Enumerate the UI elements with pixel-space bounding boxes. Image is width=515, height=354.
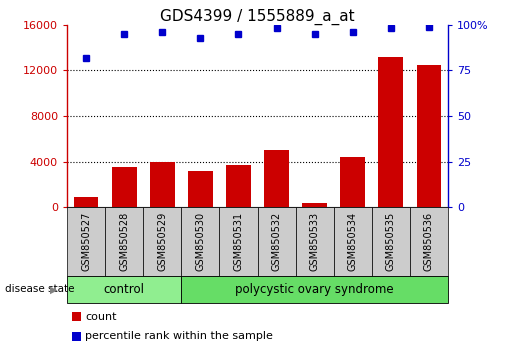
Text: GSM850531: GSM850531 (233, 212, 244, 271)
Bar (379, 57, 403, 207)
Text: percentile rank within the sample: percentile rank within the sample (85, 331, 273, 341)
Bar (112, 167, 136, 207)
Text: count: count (85, 312, 116, 322)
Text: GSM850527: GSM850527 (81, 212, 91, 271)
Text: GSM850529: GSM850529 (157, 212, 167, 271)
Bar (417, 65, 441, 207)
Bar (264, 150, 289, 207)
Text: GSM850528: GSM850528 (119, 212, 129, 271)
Bar (150, 161, 175, 207)
Text: ▶: ▶ (50, 284, 58, 295)
Text: control: control (104, 283, 145, 296)
Text: GSM850533: GSM850533 (310, 212, 320, 271)
Title: GDS4399 / 1555889_a_at: GDS4399 / 1555889_a_at (160, 8, 355, 25)
Bar (340, 157, 365, 207)
Text: polycystic ovary syndrome: polycystic ovary syndrome (235, 283, 394, 296)
Text: GSM850535: GSM850535 (386, 212, 396, 271)
Text: GSM850532: GSM850532 (271, 212, 282, 271)
Bar (188, 171, 213, 207)
Text: GSM850534: GSM850534 (348, 212, 358, 271)
Text: GSM850536: GSM850536 (424, 212, 434, 271)
Bar (74, 197, 98, 207)
Text: GSM850530: GSM850530 (195, 212, 205, 271)
Bar (302, 202, 327, 207)
Text: disease state: disease state (5, 284, 75, 295)
Bar (226, 165, 251, 207)
